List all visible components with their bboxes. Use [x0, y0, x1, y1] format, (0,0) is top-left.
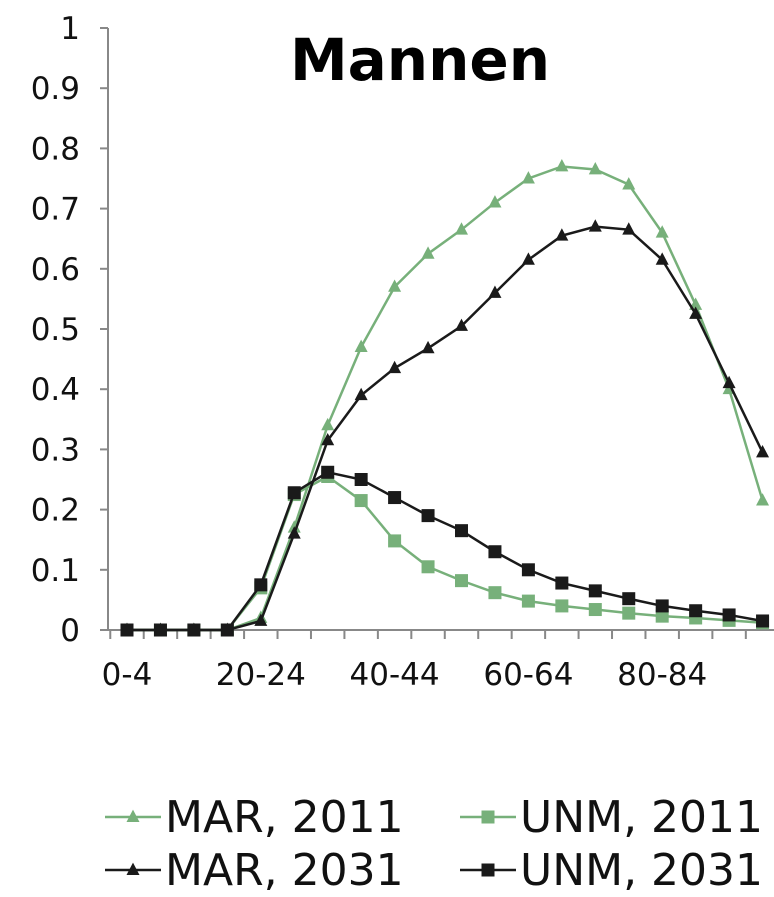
legend-item: MAR, 2031 — [105, 845, 404, 896]
data-point — [488, 545, 502, 559]
legend-swatch-marker — [481, 810, 495, 824]
data-point — [388, 279, 402, 292]
data-point — [388, 491, 402, 505]
series-layer — [120, 159, 770, 637]
data-point — [388, 360, 402, 374]
data-point — [321, 465, 335, 479]
data-point — [153, 623, 167, 637]
legend-label: UNM, 2031 — [520, 845, 763, 896]
data-point — [622, 606, 636, 620]
data-point — [588, 162, 602, 175]
data-point — [287, 486, 301, 500]
data-point — [455, 524, 468, 538]
data-point — [756, 614, 770, 628]
y-tick-label: 0.8 — [31, 131, 80, 167]
data-point — [354, 387, 368, 401]
data-point — [254, 578, 268, 592]
data-point — [655, 225, 669, 238]
legend-swatch-marker — [126, 809, 140, 822]
axes: 0 0.1 0.2 0.3 0.4 0.5 0.6 0.7 0.8 0.9 1 0-4 20-24 40-… — [31, 11, 774, 693]
data-point — [187, 623, 201, 637]
legend-label: MAR, 2011 — [165, 792, 404, 843]
data-point — [521, 171, 535, 184]
y-tick-label: 0.6 — [31, 252, 80, 288]
data-point — [287, 526, 301, 539]
data-point — [689, 604, 703, 618]
data-point — [421, 560, 435, 574]
chart-title: Mannen — [290, 26, 550, 94]
data-point — [488, 195, 502, 208]
series-3 — [120, 465, 770, 637]
data-point — [655, 252, 669, 265]
data-point — [689, 306, 703, 319]
data-point — [756, 493, 770, 506]
x-tick-label: 80-84 — [617, 657, 707, 693]
data-point — [120, 623, 134, 637]
x-tick-label: 40-44 — [350, 657, 440, 693]
data-point — [555, 159, 569, 172]
data-point — [555, 228, 569, 241]
y-tick-label: 1 — [60, 11, 80, 47]
x-tick-label: 20-24 — [216, 657, 306, 693]
legend-label: MAR, 2031 — [165, 845, 404, 896]
data-point — [220, 623, 234, 637]
data-point — [354, 339, 368, 352]
data-point — [622, 222, 636, 235]
data-point — [521, 252, 535, 265]
legend-label: UNM, 2011 — [520, 792, 763, 843]
x-tick-label: 0-4 — [102, 657, 153, 693]
legend-swatch-marker — [126, 862, 140, 875]
data-point — [722, 608, 736, 622]
legend-item: UNM, 2031 — [460, 845, 763, 896]
data-point — [455, 574, 468, 588]
y-tick-label: 0.9 — [31, 71, 80, 107]
y-tick-label: 0 — [60, 613, 80, 649]
y-tick-label: 0.4 — [31, 372, 80, 408]
data-point — [588, 603, 602, 617]
data-point — [421, 340, 435, 354]
series-1 — [120, 469, 770, 637]
data-point — [555, 576, 569, 590]
data-point — [555, 599, 569, 613]
legend: MAR, 2011 UNM, 2011 MAR, 2031 UNM, 2031 — [105, 792, 763, 896]
data-point — [521, 563, 535, 577]
y-tick-label: 0.2 — [31, 493, 80, 529]
data-point — [421, 246, 435, 259]
series-line — [127, 225, 764, 632]
legend-item: UNM, 2011 — [460, 792, 763, 843]
legend-item: MAR, 2011 — [105, 792, 404, 843]
data-point — [455, 222, 468, 235]
y-tick-label: 0.3 — [31, 432, 80, 468]
data-point — [254, 613, 268, 626]
data-point — [488, 586, 502, 600]
data-point — [521, 594, 535, 608]
data-point — [622, 592, 636, 606]
data-point — [588, 219, 602, 232]
data-point — [455, 318, 468, 331]
data-point — [588, 584, 602, 598]
legend-swatch-marker — [481, 863, 495, 877]
y-tick-label: 0.5 — [31, 312, 80, 348]
data-point — [622, 177, 636, 190]
data-point — [421, 509, 435, 523]
x-tick-label: 60-64 — [483, 657, 573, 693]
y-tick-label: 0.1 — [31, 553, 80, 589]
series-0 — [120, 159, 770, 635]
data-point — [354, 473, 368, 486]
data-point — [722, 375, 736, 389]
data-point — [655, 599, 669, 613]
data-point — [321, 432, 335, 446]
data-point — [321, 417, 335, 431]
data-point — [756, 445, 770, 458]
data-point — [655, 609, 669, 623]
y-tick-label: 0.7 — [31, 192, 80, 228]
data-point — [488, 285, 502, 298]
data-point — [388, 534, 402, 548]
data-point — [354, 494, 368, 508]
